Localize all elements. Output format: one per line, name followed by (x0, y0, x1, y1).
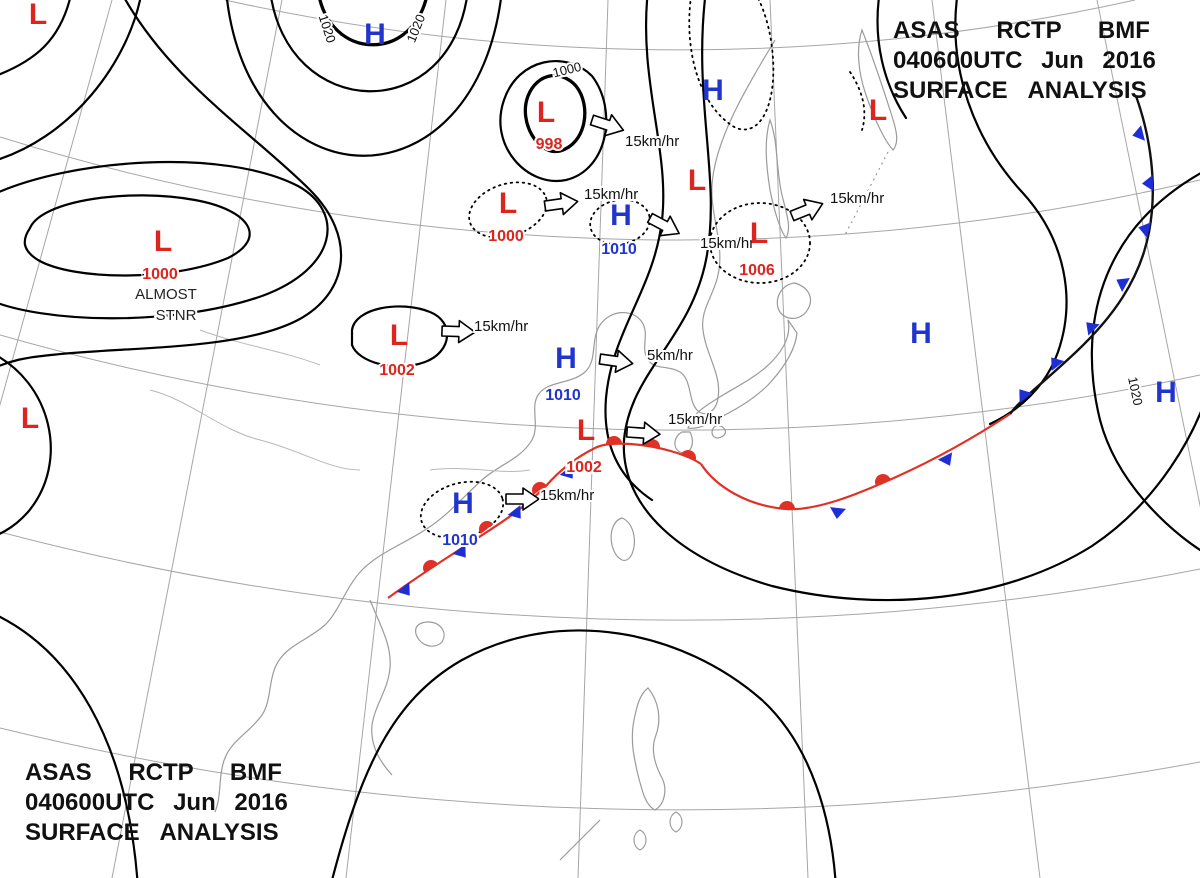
low-symbol: L (577, 414, 595, 447)
low-symbol: L (499, 187, 517, 220)
low-symbol: L (21, 402, 39, 435)
low-symbol: L (750, 217, 768, 250)
low-value: 998 (536, 136, 563, 153)
high-symbol: H (364, 18, 386, 51)
wind-speed-label: 15km/hr (668, 411, 722, 428)
analysis-title-bottom: ASAS RCTP BMF 040600UTC Jun 2016 SURFACE… (25, 758, 310, 848)
analysis-title-line2: 040600UTC Jun 2016 (25, 789, 288, 816)
low-symbol: L (29, 0, 47, 31)
annotation-line2: STNR (156, 307, 197, 324)
analysis-title-top: ASAS RCTP BMF 040600UTC Jun 2016 SURFACE… (893, 16, 1188, 106)
wind-speed-label: 15km/hr (540, 487, 594, 504)
isobar-label: 1020 (403, 12, 428, 44)
low-value: 1000 (142, 266, 178, 283)
low-value: 1000 (488, 228, 524, 245)
high-symbol: H (1155, 376, 1177, 409)
high-value: 1010 (601, 241, 637, 258)
low-symbol: L (390, 319, 408, 352)
high-value: 1010 (442, 532, 478, 549)
low-symbol: L (537, 96, 555, 129)
analysis-title-line3: SURFACE ANALYSIS (893, 77, 1147, 104)
low-symbol: L (869, 94, 887, 127)
wind-speed-label: 15km/hr (830, 190, 884, 207)
motion-arrow (542, 189, 581, 218)
high-symbol: H (452, 487, 474, 520)
wind-speed-label: 15km/hr (625, 133, 679, 150)
low-value: 1002 (566, 459, 602, 476)
motion-arrow (644, 207, 686, 245)
low-symbol: L (688, 164, 706, 197)
analysis-title-line2: 040600UTC Jun 2016 (893, 47, 1156, 74)
high-symbol: H (910, 317, 932, 350)
analysis-title-line3: SURFACE ANALYSIS (25, 819, 279, 846)
isobar-label: 1020 (1125, 375, 1146, 406)
almost-stnr-annotation: ALMOST STNR (133, 284, 199, 326)
wind-speed-label: 15km/hr (700, 235, 754, 252)
pressure-centers: L H H L 998 L 1000 H 1010 L L 1006 L L 1… (21, 0, 1177, 551)
low-value: 1006 (739, 262, 775, 279)
motion-arrow (787, 192, 828, 227)
stationary-front-southwest (387, 436, 702, 601)
wind-speed-labels: 15km/hr 15km/hr 15km/hr 15km/hr 15km/hr … (472, 131, 886, 506)
high-value: 1010 (545, 387, 581, 404)
analysis-title-line1: ASAS RCTP BMF (25, 759, 282, 786)
high-symbol: H (702, 74, 724, 107)
low-symbol: L (154, 225, 172, 258)
analysis-title-line1: ASAS RCTP BMF (893, 17, 1150, 44)
stationary-front-east (700, 413, 1011, 520)
motion-arrow (587, 108, 628, 142)
high-symbol: H (555, 342, 577, 375)
low-value: 1002 (379, 362, 415, 379)
coastlines (149, 28, 898, 861)
annotation-line1: ALMOST (135, 286, 197, 303)
isobar-label: 1020 (316, 13, 339, 45)
wind-speed-label: 15km/hr (474, 318, 528, 335)
wind-speed-label: 15km/hr (584, 186, 638, 203)
cold-front-east (1009, 95, 1154, 415)
high-symbol: H (610, 199, 632, 232)
wind-speed-label: 5km/hr (647, 347, 693, 364)
